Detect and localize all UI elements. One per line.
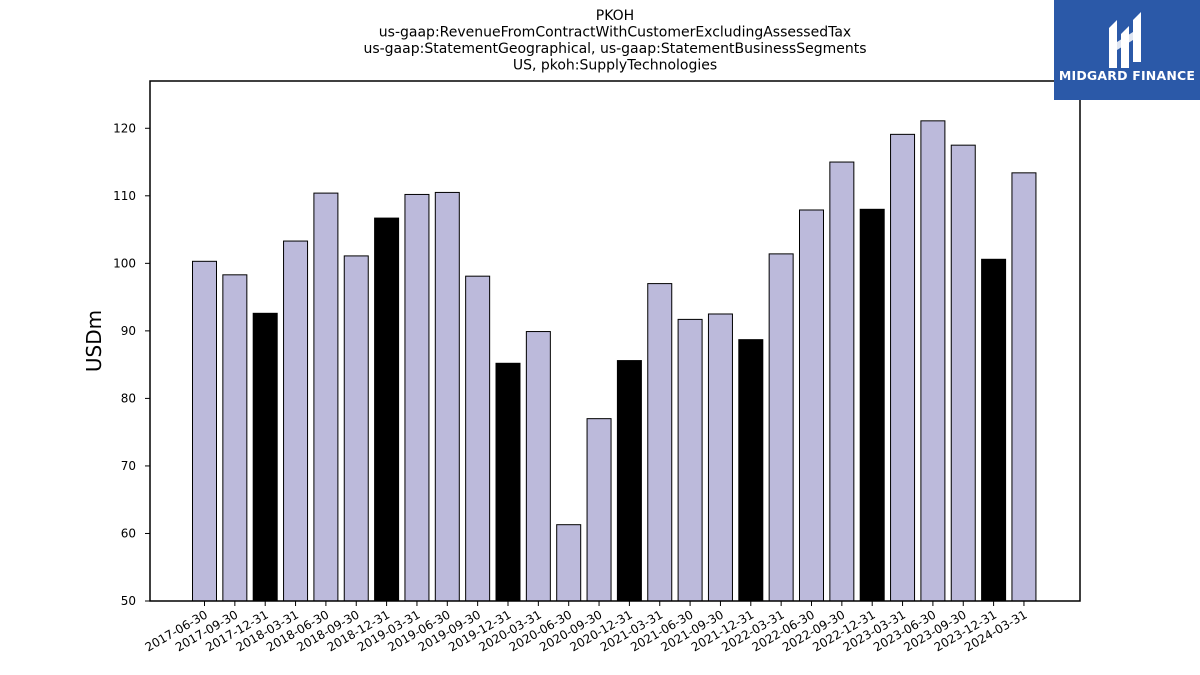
- y-tick-label: 60: [121, 526, 136, 540]
- y-tick-label: 50: [121, 594, 136, 608]
- bar-2021-09-30: [707, 313, 733, 602]
- chart-title: PKOHus-gaap:RevenueFromContractWithCusto…: [363, 8, 866, 74]
- y-tick-label: 70: [121, 459, 136, 473]
- bar-2019-12-31: [495, 362, 521, 602]
- plot-frame: [149, 80, 1081, 602]
- logo-text: MIDGARD FINANCE: [1058, 68, 1196, 83]
- bar-2023-12-31: [981, 258, 1007, 602]
- y-tick-label: 90: [121, 324, 136, 338]
- y-tick-label: 110: [113, 189, 136, 203]
- bar-2023-03-31: [890, 133, 916, 602]
- chart-title-line: PKOH: [596, 8, 634, 24]
- midgard-logo-icon: [1109, 12, 1141, 68]
- y-tick-label: 100: [113, 256, 136, 270]
- bar-2018-12-31: [374, 217, 400, 602]
- bar-2021-03-31: [647, 283, 673, 602]
- bars-group: [192, 120, 1037, 602]
- bar-2020-06-30: [556, 524, 582, 602]
- bar-2019-03-31: [404, 193, 430, 602]
- bar-2018-03-31: [283, 240, 309, 602]
- bar-2020-09-30: [586, 418, 612, 602]
- bar-2019-06-30: [434, 191, 460, 602]
- bar-2018-06-30: [313, 192, 339, 602]
- bar-2023-09-30: [950, 144, 976, 602]
- bar-2022-06-30: [799, 209, 824, 602]
- bar-2020-12-31: [616, 360, 642, 602]
- bar-2019-09-30: [465, 275, 491, 602]
- chart-title-line: US, pkoh:SupplyTechnologies: [513, 58, 717, 74]
- y-axis: 50 60 70 80 90 100 110 120: [113, 121, 150, 608]
- bar-2020-03-31: [525, 331, 551, 602]
- bar-2018-09-30: [343, 255, 369, 602]
- midgard-finance-logo: MIDGARD FINANCE: [1054, 0, 1200, 100]
- bar-2021-12-31: [738, 339, 764, 602]
- bar-2022-12-31: [859, 208, 885, 602]
- bar-2024-03-31: [1011, 172, 1037, 602]
- chart-title-line: us-gaap:StatementGeographical, us-gaap:S…: [363, 41, 866, 57]
- bar-2017-09-30: [222, 274, 248, 602]
- bar-2017-12-31: [252, 312, 278, 602]
- bar-2021-06-30: [677, 318, 703, 602]
- bar-2022-03-31: [768, 253, 794, 602]
- chart-title-line: us-gaap:RevenueFromContractWithCustomerE…: [379, 25, 851, 41]
- bar-2023-06-30: [920, 120, 946, 602]
- bar-2017-06-30: [192, 260, 217, 602]
- x-axis: 2017-06-302017-09-302017-12-312018-03-31…: [143, 601, 1029, 654]
- y-tick-label: 80: [121, 391, 136, 405]
- y-tick-label: 120: [113, 121, 136, 135]
- bar-2022-09-30: [829, 161, 855, 602]
- y-axis-label: USDm: [82, 310, 106, 372]
